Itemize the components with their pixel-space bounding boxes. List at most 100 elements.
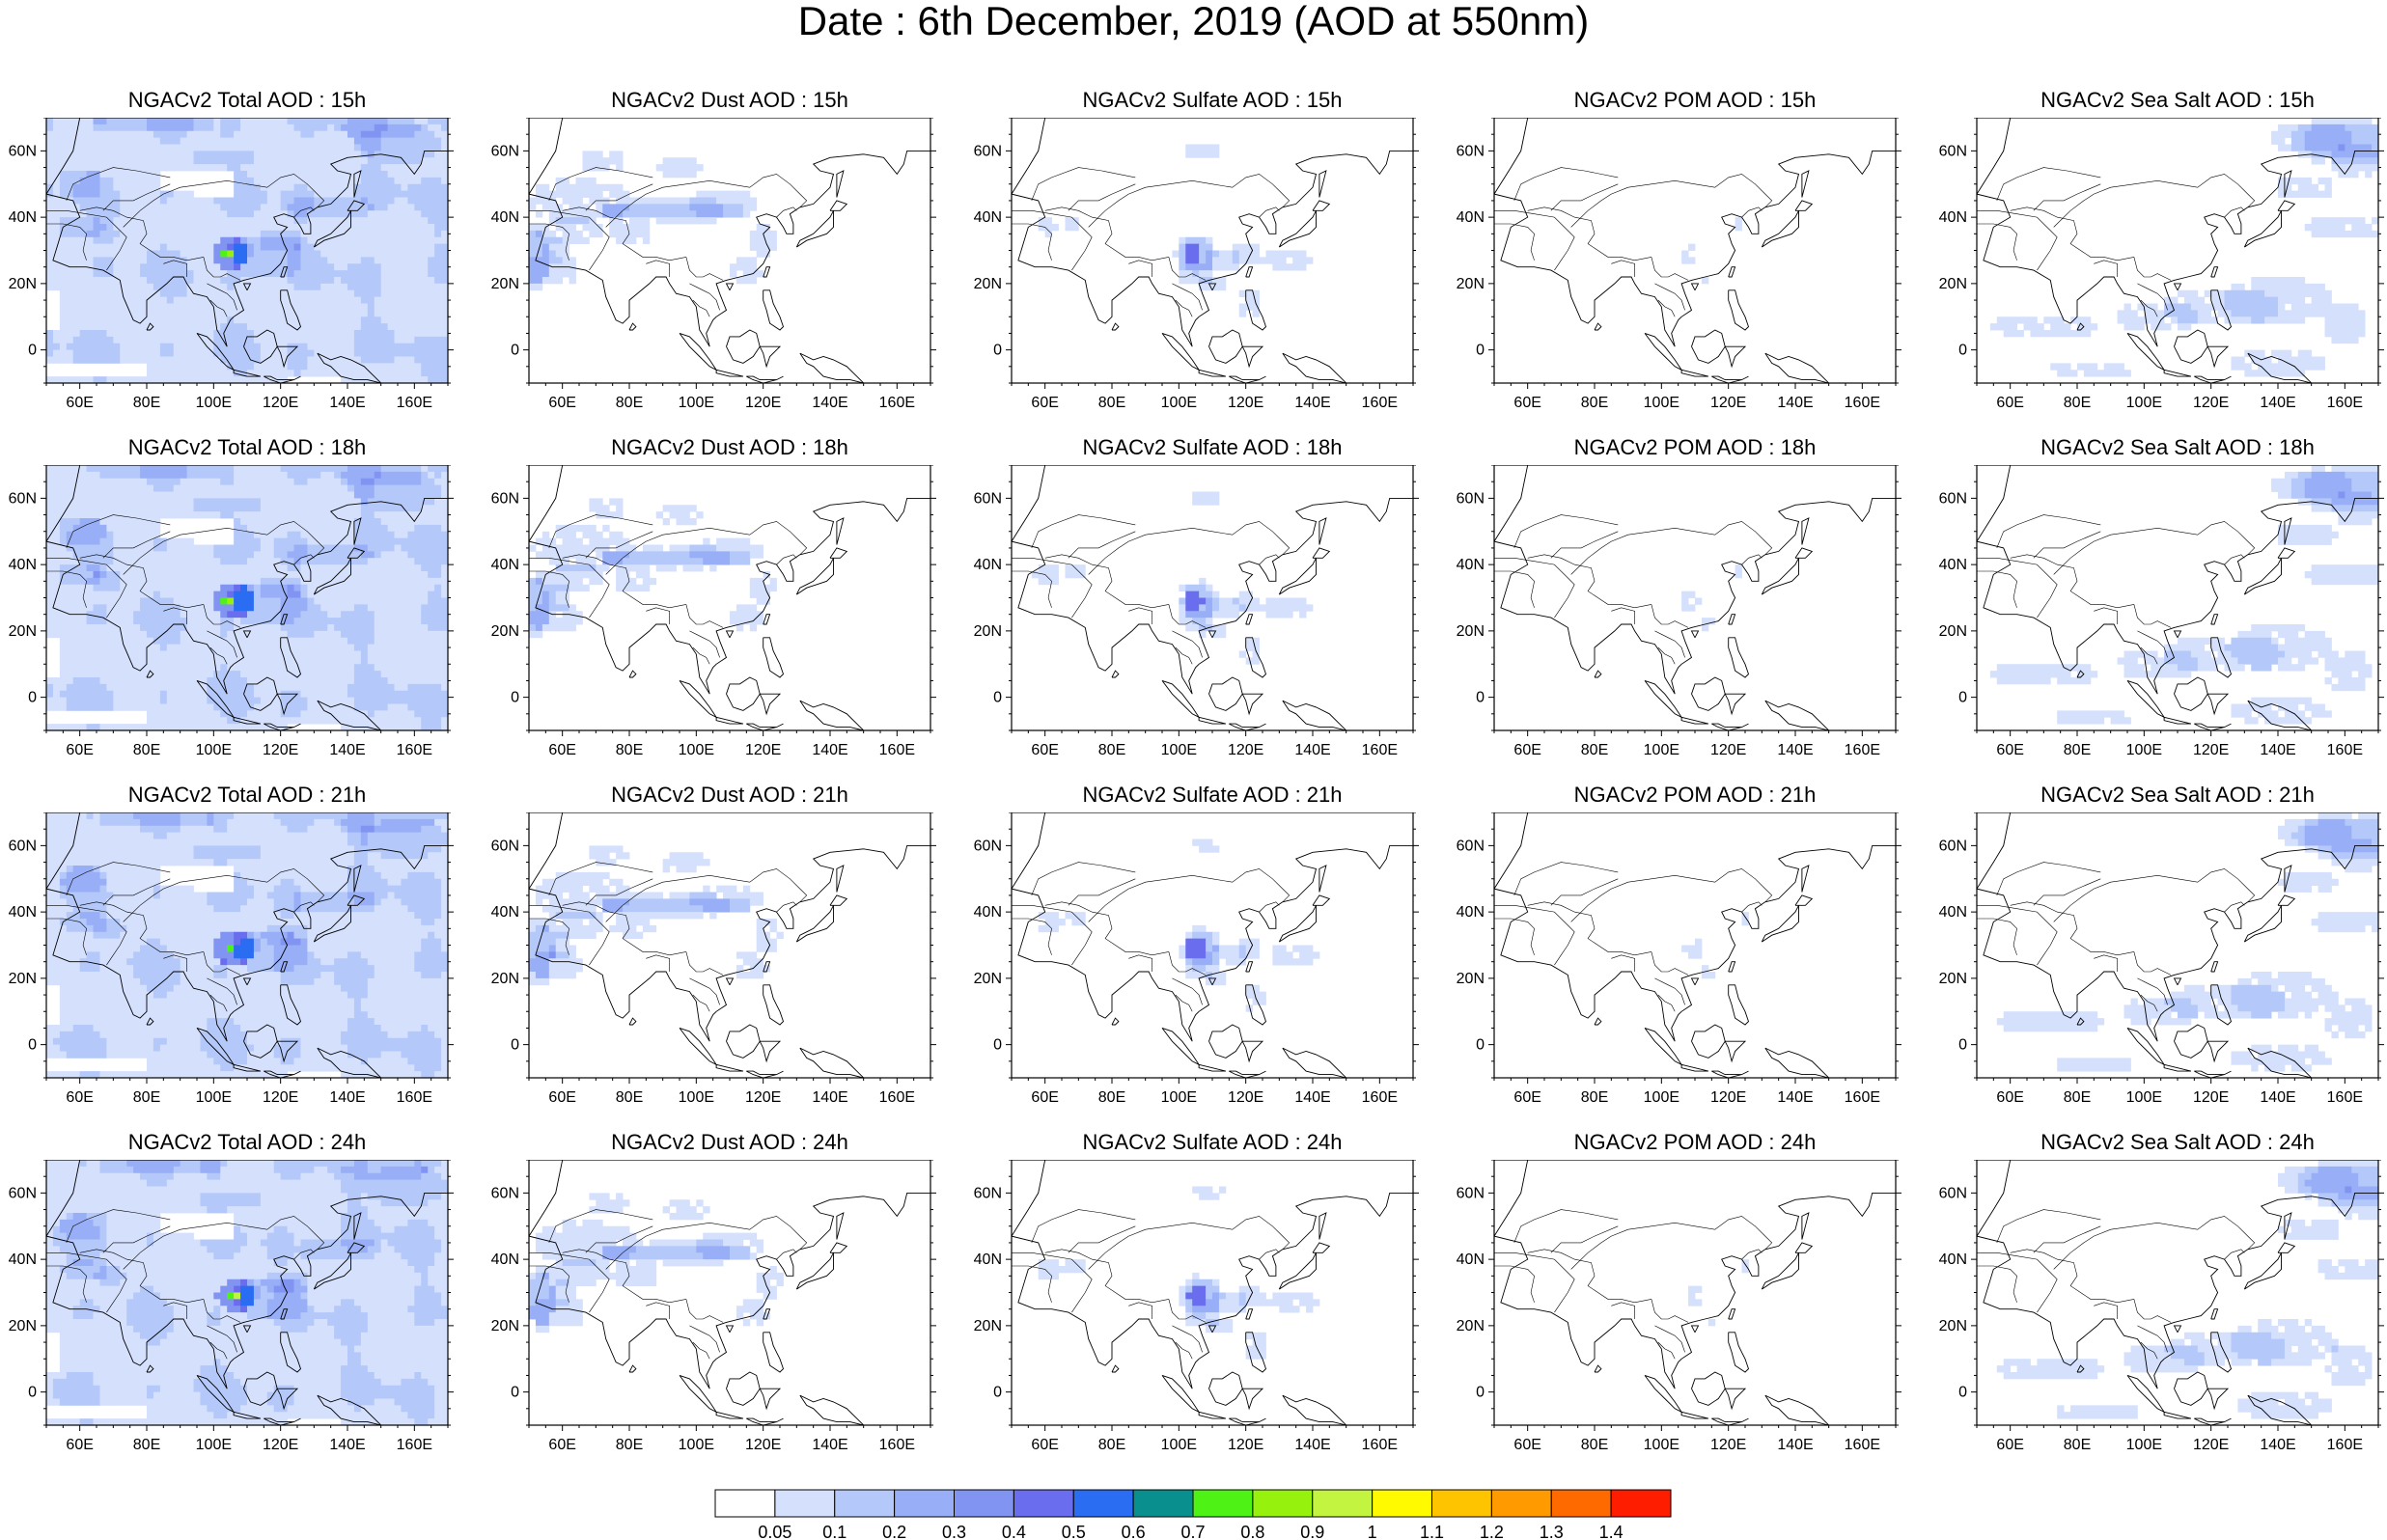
- map-panel-total-24h: NGACv2 Total AOD : 24h 60E 80E 100E 120E 140E…: [0, 1129, 483, 1476]
- lat-tick-label: 40N: [491, 209, 519, 226]
- lon-tick-label: 160E: [879, 395, 915, 411]
- lon-tick-label: 100E: [196, 742, 232, 758]
- coastlines: [46, 1160, 448, 1425]
- lon-tick-label: 100E: [2126, 1437, 2162, 1453]
- coastlines: [1494, 118, 1896, 383]
- lon-tick-label: 120E: [745, 742, 781, 758]
- page-title: Date : 6th December, 2019 (AOD at 550nm): [797, 0, 1590, 43]
- lat-tick-label: 0: [1958, 1385, 1967, 1401]
- lat-tick-label: 0: [1476, 1385, 1485, 1401]
- panel-title: NGACv2 Sulfate AOD : 21h: [1082, 783, 1343, 807]
- lon-tick-label: 80E: [616, 742, 643, 758]
- lat-tick-label: 60N: [1939, 838, 1967, 854]
- lat-tick-label: 40N: [974, 557, 1002, 573]
- map-panel-sulfate-24h: NGACv2 Sulfate AOD : 24h 60E 80E 100E 120E 14…: [965, 1129, 1448, 1476]
- lon-tick-label: 160E: [1845, 1437, 1880, 1453]
- axis-ticks: [1488, 465, 1901, 736]
- aod-map: 60E 80E 100E 120E 140E 160E 60N 40N 20N 0: [9, 465, 454, 758]
- lon-tick-label: 120E: [263, 1437, 298, 1453]
- lon-tick-label: 100E: [679, 395, 714, 411]
- lon-tick-label: 60E: [66, 395, 93, 411]
- aod-shading: [1996, 1160, 2378, 1419]
- map-panel-dust-24h: NGACv2 Dust AOD : 24h 60E 80E 100E 120E 140E 1…: [483, 1129, 965, 1476]
- lat-tick-label: 60N: [1457, 1185, 1485, 1201]
- lon-tick-label: 160E: [2327, 742, 2363, 758]
- lon-tick-label: 120E: [1228, 395, 1263, 411]
- coastlines: [529, 465, 930, 730]
- axis-ticks: [1488, 118, 1901, 389]
- lat-tick-label: 0: [28, 690, 37, 706]
- lat-tick-label: 0: [993, 1037, 1002, 1054]
- lat-tick-label: 40N: [491, 1251, 519, 1268]
- lon-tick-label: 120E: [1710, 1437, 1746, 1453]
- panel-title: NGACv2 Sulfate AOD : 24h: [1082, 1130, 1343, 1154]
- lon-tick-label: 140E: [1777, 1437, 1813, 1453]
- coastlines: [1012, 465, 1413, 730]
- lon-tick-label: 100E: [1161, 1089, 1197, 1106]
- lat-tick-label: 20N: [1457, 1318, 1485, 1334]
- lon-tick-label: 60E: [548, 742, 575, 758]
- lon-tick-label: 140E: [1777, 742, 1813, 758]
- aod-shading: [1038, 1186, 1320, 1360]
- lon-tick-label: 100E: [2126, 742, 2162, 758]
- lon-tick-label: 60E: [1996, 742, 2023, 758]
- lon-tick-label: 60E: [1031, 1089, 1058, 1106]
- lon-tick-label: 80E: [616, 1437, 643, 1453]
- lat-tick-label: 40N: [1457, 1251, 1485, 1268]
- lon-tick-label: 60E: [1513, 742, 1540, 758]
- aod-map: 60E 80E 100E 120E 140E 160E 60N 40N 20N 0: [1939, 118, 2384, 411]
- axis-ticks: [1971, 812, 2384, 1084]
- lon-tick-label: 100E: [679, 742, 714, 758]
- axis-ticks: [523, 118, 936, 389]
- aod-shading: [46, 465, 448, 730]
- axis-ticks: [41, 812, 454, 1084]
- lon-tick-label: 160E: [2327, 395, 2363, 411]
- coastlines: [1977, 1160, 2378, 1425]
- lon-tick-label: 160E: [397, 395, 432, 411]
- lon-tick-label: 60E: [66, 1437, 93, 1453]
- axis-ticks: [523, 812, 936, 1084]
- panel-title: NGACv2 Total AOD : 18h: [127, 435, 367, 459]
- lon-tick-label: 100E: [1161, 395, 1197, 411]
- lon-tick-label: 120E: [1228, 1089, 1263, 1106]
- lon-tick-label: 160E: [397, 742, 432, 758]
- lon-tick-label: 120E: [745, 395, 781, 411]
- aod-shading: [1989, 118, 2378, 377]
- lat-tick-label: 40N: [1939, 557, 1967, 573]
- aod-shading: [529, 1193, 784, 1334]
- lat-tick-label: 60N: [1939, 143, 1967, 159]
- axis-ticks: [41, 118, 454, 389]
- lat-tick-label: 20N: [1939, 276, 1967, 292]
- lon-tick-label: 160E: [1845, 1089, 1880, 1106]
- coastlines: [1977, 812, 2378, 1078]
- lon-tick-label: 160E: [1362, 742, 1398, 758]
- lat-tick-label: 0: [1476, 343, 1485, 359]
- lon-tick-label: 120E: [2193, 395, 2229, 411]
- lon-tick-label: 100E: [1644, 395, 1679, 411]
- lon-tick-label: 120E: [2193, 1437, 2229, 1453]
- lat-tick-label: 40N: [974, 904, 1002, 921]
- lon-tick-label: 60E: [1513, 395, 1540, 411]
- panel-title: NGACv2 Dust AOD : 15h: [611, 88, 848, 112]
- panel-title: NGACv2 Sulfate AOD : 18h: [1082, 435, 1343, 459]
- lon-tick-label: 120E: [1228, 742, 1263, 758]
- lon-tick-label: 140E: [329, 1437, 365, 1453]
- lat-tick-label: 20N: [974, 1318, 1002, 1334]
- lat-tick-label: 40N: [1457, 904, 1485, 921]
- lon-tick-label: 60E: [1996, 1437, 2023, 1453]
- lat-tick-label: 0: [511, 690, 519, 706]
- lon-tick-label: 80E: [1098, 1437, 1125, 1453]
- axis-ticks: [41, 1160, 454, 1431]
- lon-tick-label: 120E: [745, 1089, 781, 1106]
- lon-tick-label: 140E: [2260, 1089, 2295, 1106]
- lon-tick-label: 100E: [2126, 1089, 2162, 1106]
- aod-map: 60E 80E 100E 120E 140E 160E 60N 40N 20N 0: [974, 812, 1419, 1106]
- coastlines: [1494, 465, 1896, 730]
- lon-tick-label: 100E: [679, 1437, 714, 1453]
- lat-tick-label: 20N: [974, 623, 1002, 640]
- lon-tick-label: 80E: [2064, 1089, 2091, 1106]
- panel-title: NGACv2 Dust AOD : 24h: [611, 1130, 848, 1154]
- aod-map: 60E 80E 100E 120E 140E 160E 60N 40N 20N 0: [491, 118, 936, 411]
- lon-tick-label: 60E: [1031, 742, 1058, 758]
- lat-tick-label: 0: [28, 1385, 37, 1401]
